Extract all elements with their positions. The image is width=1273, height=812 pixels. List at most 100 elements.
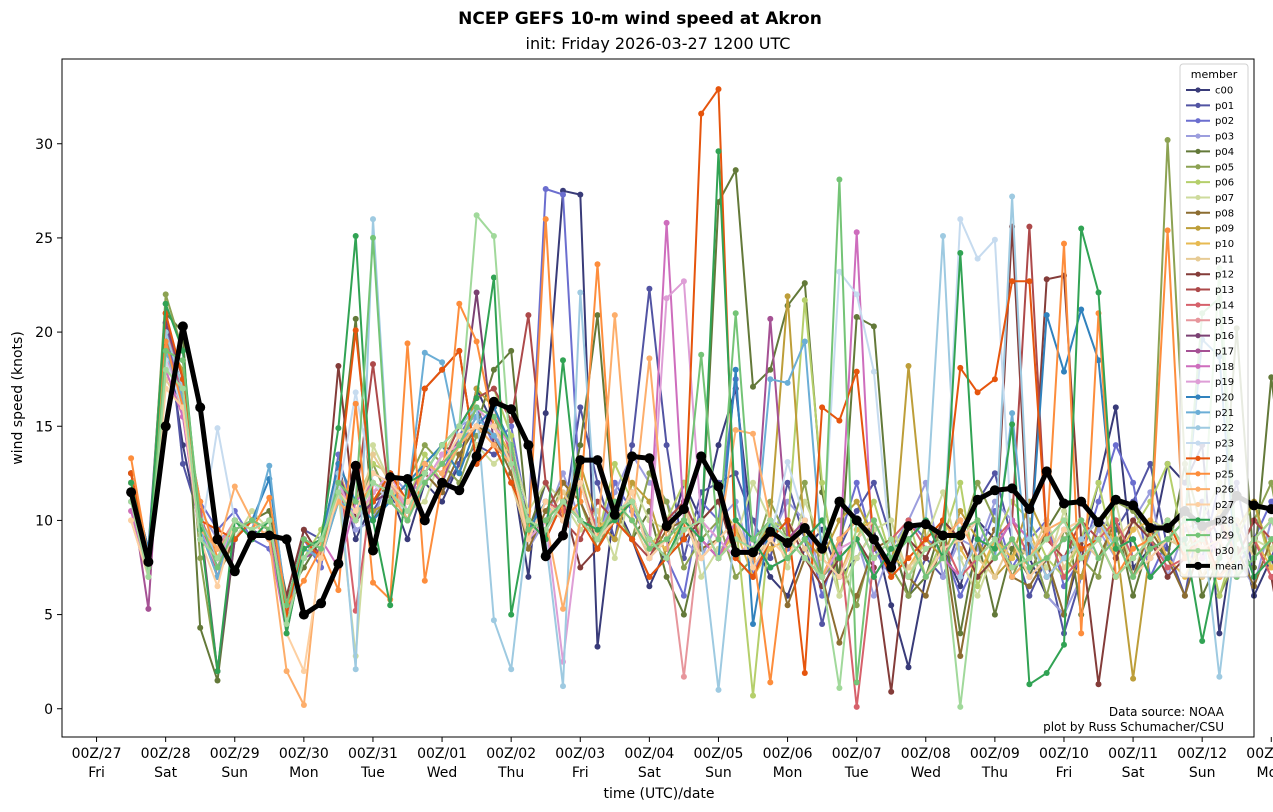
data-point-p25 [421, 577, 428, 584]
data-point-p24 [750, 573, 756, 580]
data-point-mean [886, 562, 897, 573]
legend-item-p06: p06 [1186, 178, 1234, 189]
data-point-p29 [1147, 545, 1154, 552]
data-point-mean [437, 477, 448, 488]
data-point-p28 [870, 573, 877, 580]
data-point-p24 [801, 670, 808, 676]
data-point-p30 [1130, 555, 1137, 562]
data-point-p28 [1043, 670, 1050, 676]
data-point-p21 [490, 432, 497, 439]
data-point-p29 [525, 526, 532, 533]
legend-swatch-marker [1195, 133, 1201, 139]
legend-swatch-marker [1195, 547, 1201, 554]
data-point-mean [955, 530, 966, 541]
data-point-p06 [421, 451, 428, 458]
data-point-p23 [974, 255, 981, 262]
data-point-p27 [214, 583, 221, 590]
data-point-mean [851, 515, 862, 526]
data-point-p28 [1164, 555, 1171, 562]
data-point-p01 [577, 404, 584, 411]
data-point-p29 [732, 310, 739, 317]
data-point-p05 [1268, 479, 1273, 486]
data-point-p29 [870, 517, 877, 524]
data-point-p02 [508, 423, 515, 430]
legend-item-p12: p12 [1186, 270, 1234, 281]
x-tick-label-time: 00Z/08 [901, 746, 951, 762]
data-point-mean [1145, 523, 1156, 533]
legend-label: p14 [1215, 300, 1234, 311]
data-point-p22 [352, 666, 359, 673]
x-tick-label-time: 00Z/02 [486, 746, 536, 762]
data-point-p22 [370, 216, 376, 223]
data-point-p03 [352, 526, 359, 533]
data-point-p27 [128, 517, 135, 524]
data-point-p25 [473, 338, 480, 345]
data-point-p22 [1078, 536, 1085, 543]
data-point-c00 [888, 602, 895, 609]
data-point-p28 [1095, 289, 1102, 296]
data-point-p17 [145, 605, 152, 612]
x-tick-label-time: 00Z/03 [555, 746, 605, 762]
data-point-p04 [767, 366, 774, 373]
legend-item-p03: p03 [1186, 132, 1234, 143]
data-point-p05 [162, 291, 169, 298]
data-point-p24 [352, 327, 359, 334]
data-point-p25 [335, 587, 342, 594]
data-point-p01 [594, 479, 601, 486]
data-point-mean [1266, 504, 1273, 515]
data-point-p29 [750, 536, 756, 543]
data-point-mean [488, 396, 499, 407]
legend-swatch-marker [1195, 164, 1201, 170]
x-tick-label-time: 00Z/31 [348, 746, 398, 762]
data-point-p28 [1268, 555, 1273, 562]
x-tick-label-time: 00Z/04 [624, 746, 674, 762]
data-point-p26 [750, 430, 756, 437]
data-point-p26 [231, 483, 238, 490]
data-point-p26 [957, 517, 964, 524]
data-point-p11 [905, 564, 912, 571]
data-point-p30 [300, 555, 307, 562]
data-point-p28 [957, 250, 964, 256]
data-point-p28 [836, 555, 843, 562]
legend-item-p18: p18 [1186, 362, 1234, 373]
data-point-p28 [508, 611, 515, 618]
data-point-mean [1041, 466, 1052, 477]
data-point-p12 [1095, 681, 1102, 688]
data-point-p29 [1026, 564, 1033, 571]
data-point-mean [713, 481, 724, 492]
data-point-p07 [370, 442, 376, 449]
data-point-p29 [300, 536, 307, 543]
data-point-p05 [1095, 573, 1102, 580]
data-point-p04 [750, 383, 756, 390]
data-point-mean [1007, 483, 1018, 494]
data-point-p27 [646, 555, 653, 562]
data-point-p22 [715, 686, 722, 693]
data-point-p12 [1130, 517, 1137, 524]
data-point-p28 [352, 233, 359, 239]
data-point-p25 [128, 455, 135, 462]
legend-label: p04 [1215, 147, 1234, 158]
legend-label: p28 [1215, 515, 1234, 526]
data-point-p25 [542, 216, 549, 223]
data-point-p29 [473, 404, 480, 411]
legend-label: p09 [1215, 224, 1234, 235]
legend-label: p22 [1215, 423, 1234, 434]
data-point-p06 [1164, 460, 1171, 467]
data-point-p30 [974, 555, 981, 562]
data-point-p22 [1043, 573, 1050, 580]
data-point-p19 [439, 451, 446, 458]
data-point-p29 [387, 498, 394, 505]
data-point-p26 [439, 470, 446, 477]
data-point-p24 [1078, 545, 1085, 552]
data-point-p30 [922, 545, 929, 552]
y-axis: 0 5 10 15 20 25 30 [35, 137, 62, 718]
y-tick-label: 25 [35, 231, 53, 247]
legend-title: member [1191, 68, 1238, 81]
data-point-p07 [421, 498, 428, 505]
data-point-p11 [991, 573, 998, 580]
data-point-p29 [1164, 536, 1171, 543]
data-point-p24 [819, 404, 826, 411]
data-point-p02 [680, 592, 687, 599]
data-point-p30 [404, 508, 411, 514]
